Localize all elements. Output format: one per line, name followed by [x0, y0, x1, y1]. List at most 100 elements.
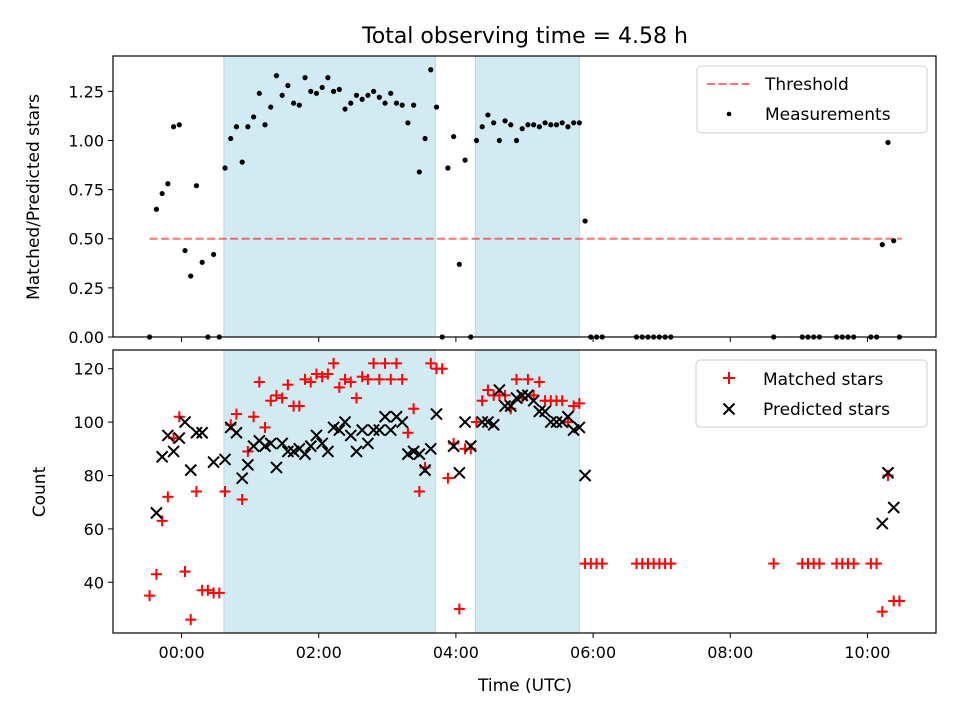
matched-star-marker — [499, 389, 511, 401]
measurement-point — [268, 104, 274, 110]
predicted-star-marker — [361, 437, 375, 450]
measurement-point — [199, 259, 205, 265]
measurement-point — [502, 118, 508, 124]
matched-star-marker — [173, 411, 185, 423]
matched-star-marker — [528, 389, 540, 401]
predicted-star-marker — [561, 410, 575, 423]
matched-star-marker — [350, 392, 362, 404]
predicted-star-marker — [333, 423, 346, 437]
matched-star-marker — [871, 558, 883, 570]
matched-star-marker — [482, 384, 494, 396]
legend-measurements-label: Measurements — [765, 105, 891, 125]
x-tick-label: 08:00 — [707, 643, 753, 662]
measurement-point — [559, 120, 565, 126]
predicted-star-marker — [538, 405, 552, 418]
matched-star-marker — [556, 395, 568, 407]
measurement-point — [496, 137, 502, 144]
top-y-ticks: 0.00 0.25 0.50 0.75 1.00 1.25 — [68, 82, 113, 347]
predicted-star-marker — [464, 439, 477, 453]
measurement-point — [313, 90, 320, 96]
measurement-point — [479, 124, 485, 130]
x-tick-label: 04:00 — [433, 643, 479, 662]
bottom-matched-markers — [144, 357, 905, 626]
predicted-star-marker — [887, 501, 900, 514]
matched-star-marker — [385, 373, 397, 385]
predicted-star-marker — [275, 437, 289, 450]
measurement-point — [170, 124, 177, 130]
matched-star-marker — [470, 416, 482, 428]
predicted-star-marker — [424, 442, 437, 455]
bottom-shaded-regions — [223, 349, 580, 634]
measurement-point — [176, 122, 182, 128]
predicted-star-marker — [155, 450, 169, 463]
measurement-point — [165, 181, 171, 187]
measurement-point — [291, 100, 297, 106]
measurement-point — [273, 73, 280, 79]
measurement-point — [388, 90, 394, 96]
matched-star-marker — [150, 568, 162, 580]
predicted-star-marker — [367, 423, 380, 437]
matched-star-marker — [373, 373, 385, 385]
predicted-star-marker — [298, 447, 312, 461]
bottom-y-axis-label: Count — [30, 466, 50, 517]
measurement-point — [405, 120, 411, 126]
y-tick-label: 1.00 — [68, 131, 104, 150]
measurement-point — [576, 120, 582, 126]
matched-star-marker — [242, 445, 254, 457]
measurement-point — [342, 106, 348, 112]
matched-star-marker — [510, 373, 522, 385]
y-tick-label: 80 — [84, 466, 104, 485]
matched-star-marker — [248, 411, 260, 423]
measurement-point — [159, 190, 165, 197]
predicted-star-marker — [504, 399, 517, 413]
matched-star-marker — [476, 395, 488, 407]
measurement-point — [879, 242, 885, 248]
predicted-star-marker — [235, 471, 249, 485]
predicted-star-marker — [516, 389, 529, 402]
top-legend: Threshold Measurements — [696, 65, 928, 134]
predicted-star-marker — [344, 429, 357, 442]
predicted-star-marker — [578, 469, 592, 482]
predicted-star-marker — [384, 423, 397, 437]
bottom-y-ticks: 40 60 80 100 120 — [73, 360, 113, 592]
measurement-point — [325, 75, 331, 81]
predicted-star-marker — [178, 415, 192, 429]
matched-star-marker — [379, 357, 391, 369]
measurement-point — [193, 183, 200, 189]
measurement-point — [542, 120, 548, 126]
matched-star-marker — [568, 400, 580, 412]
matched-star-marker — [322, 368, 334, 380]
matched-star-marker — [362, 373, 374, 385]
matched-star-marker — [522, 373, 534, 385]
predicted-star-marker — [264, 437, 277, 450]
measurement-point — [371, 88, 377, 94]
measurement-point — [428, 67, 434, 73]
measurement-point — [285, 82, 291, 89]
measurement-point — [222, 165, 228, 171]
measurement-point — [376, 94, 382, 100]
predicted-star-marker — [350, 445, 363, 458]
predicted-star-marker — [338, 415, 352, 429]
matched-star-marker — [333, 381, 345, 393]
legend-predicted-label: Predicted stars — [763, 400, 890, 420]
matched-star-marker — [253, 376, 265, 388]
predicted-star-marker — [184, 463, 197, 477]
measurement-point — [210, 251, 217, 258]
top-axes-frame — [112, 55, 937, 338]
measurement-point — [885, 139, 891, 146]
matched-star-marker — [345, 376, 357, 388]
matched-star-marker — [339, 373, 351, 385]
measurement-point — [571, 120, 577, 126]
matched-star-marker — [328, 357, 340, 369]
matched-star-marker — [265, 395, 277, 407]
predicted-star-marker — [430, 407, 443, 421]
legend-measurements-swatch — [726, 111, 732, 117]
matched-star-marker — [436, 363, 448, 375]
matched-star-marker — [402, 427, 414, 439]
measurement-point — [153, 206, 160, 212]
matched-star-marker — [310, 368, 322, 380]
y-tick-label: 120 — [73, 360, 104, 379]
bottom-axes-frame — [112, 349, 937, 634]
bottom-legend: Matched stars Predicted stars — [695, 359, 928, 428]
measurement-point — [239, 159, 245, 165]
